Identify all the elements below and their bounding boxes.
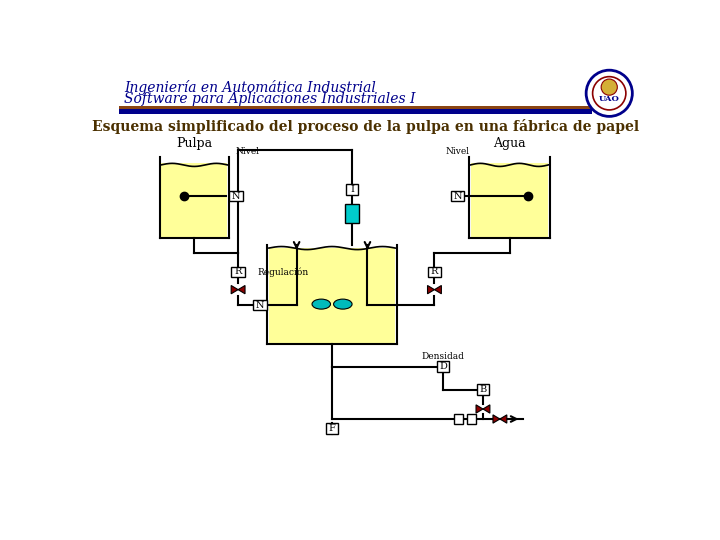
Bar: [229, 191, 243, 201]
Text: UAO: UAO: [599, 96, 620, 104]
Circle shape: [586, 70, 632, 117]
Text: N: N: [256, 301, 264, 309]
Text: N: N: [454, 192, 462, 200]
Polygon shape: [428, 286, 434, 294]
Bar: [346, 184, 359, 195]
Bar: [161, 164, 228, 237]
Text: Pulpa: Pulpa: [176, 137, 212, 150]
Circle shape: [593, 77, 626, 110]
Polygon shape: [483, 405, 490, 413]
Bar: [326, 423, 338, 434]
Text: N: N: [232, 192, 240, 200]
Text: Nivel: Nivel: [235, 146, 260, 156]
Circle shape: [601, 79, 617, 95]
Polygon shape: [476, 405, 483, 413]
Text: Densidad: Densidad: [421, 352, 464, 361]
Text: Agua: Agua: [493, 137, 526, 150]
Polygon shape: [238, 286, 245, 294]
Polygon shape: [500, 415, 507, 423]
Text: R: R: [431, 267, 438, 276]
Bar: [471, 164, 549, 237]
Bar: [253, 300, 266, 310]
Bar: [467, 414, 476, 423]
Bar: [451, 191, 464, 201]
Text: Esquema simplificado del proceso de la pulpa en una fábrica de papel: Esquema simplificado del proceso de la p…: [91, 119, 639, 134]
Ellipse shape: [312, 299, 330, 309]
Polygon shape: [434, 286, 441, 294]
Bar: [269, 248, 395, 343]
Text: Regulación: Regulación: [257, 267, 309, 276]
Ellipse shape: [333, 299, 352, 309]
Text: Software para Aplicaciones Industriales I: Software para Aplicaciones Industriales …: [124, 92, 415, 106]
Text: I: I: [350, 185, 354, 194]
Polygon shape: [231, 286, 238, 294]
Text: R: R: [235, 267, 242, 276]
Text: Ingeniería en Automática Industrial: Ingeniería en Automática Industrial: [124, 80, 376, 96]
Text: Nivel: Nivel: [446, 146, 469, 156]
Bar: [345, 204, 359, 222]
Bar: [119, 110, 593, 114]
Polygon shape: [493, 415, 500, 423]
Bar: [454, 414, 463, 423]
Bar: [119, 106, 593, 110]
Bar: [428, 267, 441, 278]
Bar: [231, 267, 245, 278]
Text: B: B: [480, 385, 487, 394]
Bar: [437, 361, 449, 372]
Bar: [477, 384, 489, 395]
Text: F: F: [328, 424, 336, 433]
Text: D: D: [439, 362, 447, 371]
